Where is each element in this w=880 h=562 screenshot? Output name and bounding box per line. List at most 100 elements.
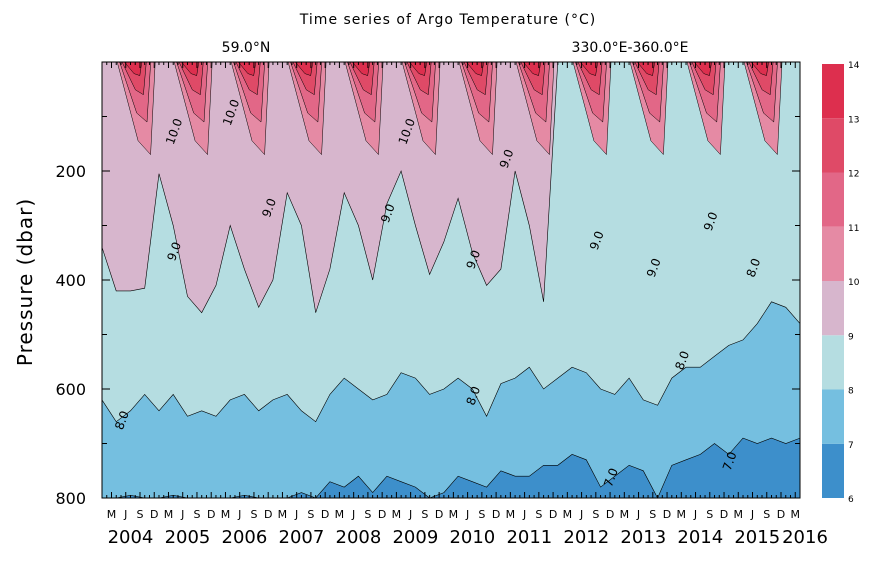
latitude-label: 59.0°N [222, 40, 271, 56]
month-tick-label: J [636, 508, 640, 521]
year-label: 2011 [506, 527, 552, 548]
month-tick-label: M [677, 508, 687, 521]
colorbar-swatch-5 [822, 172, 844, 227]
chart-title: Time series of Argo Temperature (°C) [299, 12, 596, 28]
month-tick-label: M [734, 508, 744, 521]
colorbar-swatch-7 [822, 64, 844, 119]
colorbar-swatch-6 [822, 118, 844, 173]
month-tick-label: D [549, 508, 557, 521]
month-tick-label: S [478, 508, 485, 521]
colorbar-swatch-4 [822, 226, 844, 281]
year-label: 2014 [677, 527, 723, 548]
contour-label-6: 9.0 [464, 248, 484, 271]
colorbar-swatch-1 [822, 389, 844, 444]
month-tick-label: M [449, 508, 459, 521]
colorbar-label: 6 [848, 495, 854, 505]
band-9-10 [102, 62, 800, 313]
contour-label-4: 9.0 [259, 196, 279, 219]
month-tick-label: M [164, 508, 174, 521]
month-tick-label: D [150, 508, 158, 521]
temperature-bands [102, 61, 800, 498]
contour-label-5: 9.0 [378, 202, 398, 225]
month-tick-label: S [250, 508, 257, 521]
month-tick-label: D [264, 508, 272, 521]
year-label: 2015 [734, 527, 780, 548]
contour-label-7: 9.0 [497, 147, 517, 170]
contour-label-11: 8.0 [112, 409, 132, 432]
y-tick-label: 200 [55, 162, 86, 181]
month-tick-label: D [492, 508, 500, 521]
year-label: 2008 [336, 527, 382, 548]
y-tick-label: 600 [55, 380, 86, 399]
month-tick-label: S [307, 508, 314, 521]
colorbar-label: 11 [848, 224, 859, 234]
colorbar-label: 10 [848, 278, 860, 288]
year-label: 2005 [165, 527, 211, 548]
month-tick-label: D [663, 508, 671, 521]
month-tick-label: M [620, 508, 630, 521]
colorbar-label: 8 [848, 387, 854, 397]
year-label: 2004 [108, 527, 154, 548]
month-tick-label: J [237, 508, 241, 521]
month-tick-label: S [364, 508, 371, 521]
month-tick-label: J [579, 508, 583, 521]
month-tick-label: D [321, 508, 329, 521]
month-tick-label: D [378, 508, 386, 521]
month-tick-label: M [563, 508, 573, 521]
colorbar-label: 9 [848, 332, 854, 342]
colorbar-label: 13 [848, 115, 859, 125]
colorbar: 14 13 12 11 10 9 8 7 6 [822, 61, 860, 505]
month-tick-label: D [720, 508, 728, 521]
contour-labels: 10.010.010.09.09.0 9.09.09.09.09.09.08.08… [112, 97, 763, 488]
contour-label-10: 9.0 [701, 210, 721, 233]
month-tick-label: S [706, 508, 713, 521]
contour-label-14: 8.0 [744, 256, 764, 279]
colorbar-swatch-0 [822, 443, 844, 498]
month-tick-label: M [221, 508, 231, 521]
year-label: 2012 [563, 527, 609, 548]
contour-label-16: 7.0 [720, 450, 740, 473]
year-label: 2007 [279, 527, 325, 548]
month-tick-label: J [408, 508, 412, 521]
month-tick-label: J [180, 508, 184, 521]
month-tick-label: D [777, 508, 785, 521]
year-label: 2006 [222, 527, 268, 548]
contour-label-15: 7.0 [601, 466, 621, 489]
y-tick-label: 400 [55, 271, 86, 290]
month-tick-label: J [294, 508, 298, 521]
month-tick-label: M [791, 508, 801, 521]
month-tick-label: J [123, 508, 127, 521]
colorbar-label: 7 [848, 441, 854, 451]
colorbar-label: 12 [848, 170, 859, 180]
month-tick-label: S [535, 508, 542, 521]
longitude-range-label: 330.0°E-360.0°E [572, 40, 689, 56]
month-tick-label: J [522, 508, 526, 521]
year-label: 2009 [392, 527, 438, 548]
year-label: 2016 [782, 527, 828, 548]
month-tick-label: J [465, 508, 469, 521]
y-tick-label: 800 [55, 489, 86, 508]
contour-label-8: 9.0 [587, 229, 607, 252]
month-tick-label: S [136, 508, 143, 521]
month-tick-label: S [592, 508, 599, 521]
month-tick-label: D [435, 508, 443, 521]
isotherm-8 [101, 301, 801, 423]
month-tick-label: M [278, 508, 288, 521]
contour-label-9: 9.0 [644, 256, 664, 279]
month-tick-label: M [107, 508, 117, 521]
month-tick-label: M [392, 508, 402, 521]
month-tick-label: J [750, 508, 754, 521]
contour-label-12: 8.0 [464, 384, 484, 407]
colorbar-label: 14 [848, 61, 860, 71]
year-label: 2013 [620, 527, 666, 548]
colorbar-swatch-3 [822, 281, 844, 336]
month-tick-label: D [207, 508, 215, 521]
month-tick-label: S [421, 508, 428, 521]
month-tick-label: M [506, 508, 516, 521]
contour-label-13: 8.0 [672, 349, 692, 372]
month-tick-label: J [693, 508, 697, 521]
month-tick-label: D [606, 508, 614, 521]
month-tick-label: J [351, 508, 355, 521]
